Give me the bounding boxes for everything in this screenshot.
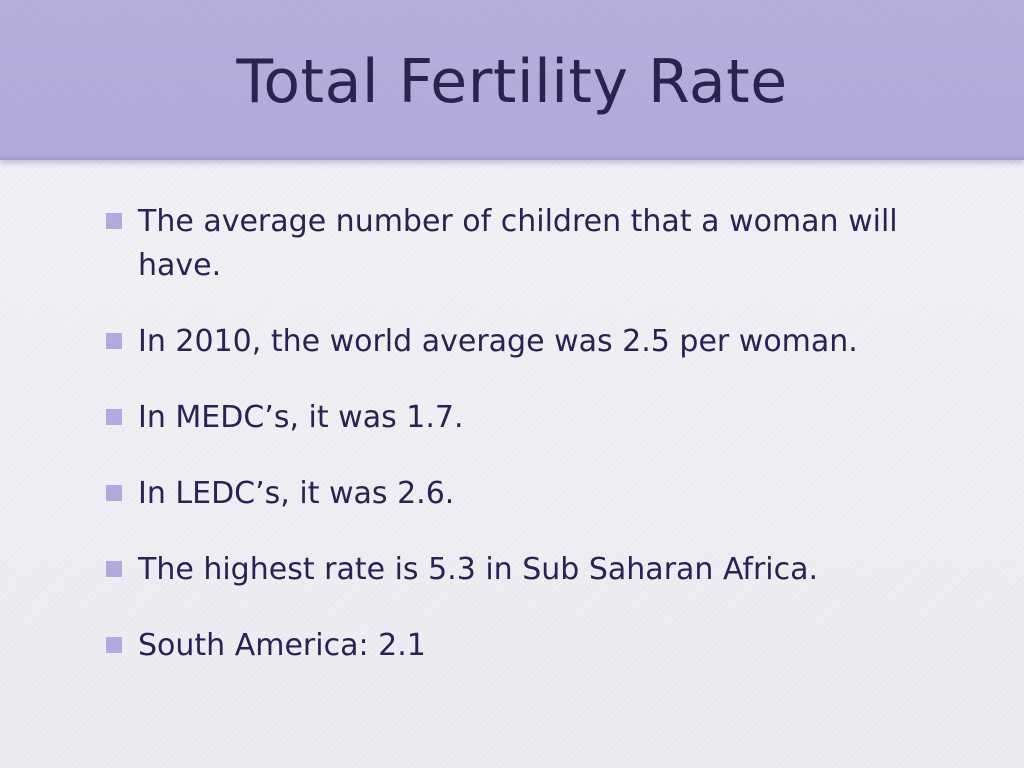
square-bullet-icon <box>106 333 122 349</box>
bullet-text: In LEDC’s, it was 2.6. <box>138 476 455 511</box>
square-bullet-icon <box>106 409 122 425</box>
bullet-text: South America: 2.1 <box>138 628 426 663</box>
bullet-item: The highest rate is 5.3 in Sub Saharan A… <box>104 548 954 592</box>
bullet-list: The average number of children that a wo… <box>104 200 954 700</box>
square-bullet-icon <box>106 561 122 577</box>
bullet-text: In MEDC’s, it was 1.7. <box>138 400 464 435</box>
bullet-text: The average number of children that a wo… <box>138 204 898 283</box>
bullet-text: The highest rate is 5.3 in Sub Saharan A… <box>138 552 819 587</box>
slide-title: Total Fertility Rate <box>236 47 788 117</box>
square-bullet-icon <box>106 485 122 501</box>
bullet-item: The average number of children that a wo… <box>104 200 954 288</box>
bullet-item: In LEDC’s, it was 2.6. <box>104 472 954 516</box>
bullet-item: South America: 2.1 <box>104 624 954 668</box>
bullet-item: In 2010, the world average was 2.5 per w… <box>104 320 954 364</box>
square-bullet-icon <box>106 637 122 653</box>
bullet-item: In MEDC’s, it was 1.7. <box>104 396 954 440</box>
bullet-text: In 2010, the world average was 2.5 per w… <box>138 324 858 359</box>
title-band: Total Fertility Rate <box>0 0 1024 160</box>
square-bullet-icon <box>106 213 122 229</box>
